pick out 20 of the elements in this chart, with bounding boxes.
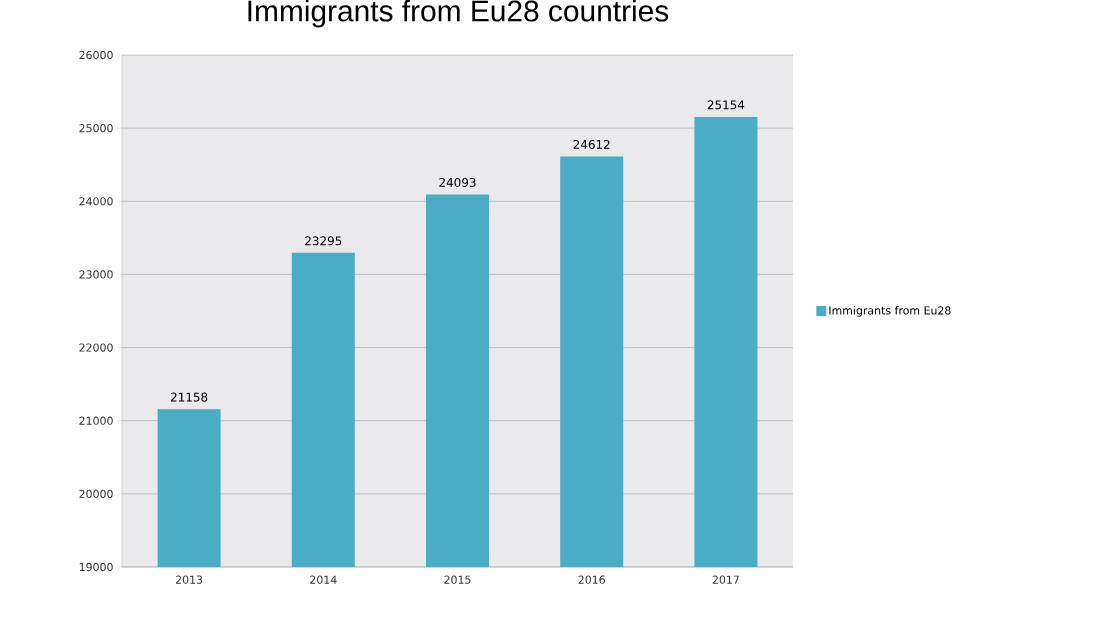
y-tick-label: 21000 (79, 416, 113, 425)
x-tick-label: 2015 (444, 575, 471, 584)
y-tick-label: 23000 (79, 270, 113, 279)
legend-label: Immigrants from Eu28 (829, 306, 951, 317)
y-tick-label: 22000 (79, 343, 113, 352)
x-tick-label: 2016 (578, 575, 605, 584)
chart-title: Immigrants from Eu28 countries (248, 0, 669, 28)
x-tick-label: 2013 (175, 575, 203, 584)
y-tick-label: 25000 (79, 124, 113, 133)
data-label: 25154 (707, 100, 745, 110)
y-tick-label: 20000 (79, 489, 113, 498)
data-label: 23295 (305, 236, 342, 246)
data-label: 24093 (439, 177, 476, 187)
x-tick-label: 2014 (310, 575, 337, 584)
data-label: 21158 (170, 392, 208, 402)
data-label: 24612 (573, 139, 610, 150)
x-tick-label: 2017 (712, 575, 739, 584)
y-tick-label: 19000 (79, 562, 113, 572)
y-tick-label: 24000 (79, 197, 113, 206)
y-tick-label: 26000 (79, 50, 113, 60)
